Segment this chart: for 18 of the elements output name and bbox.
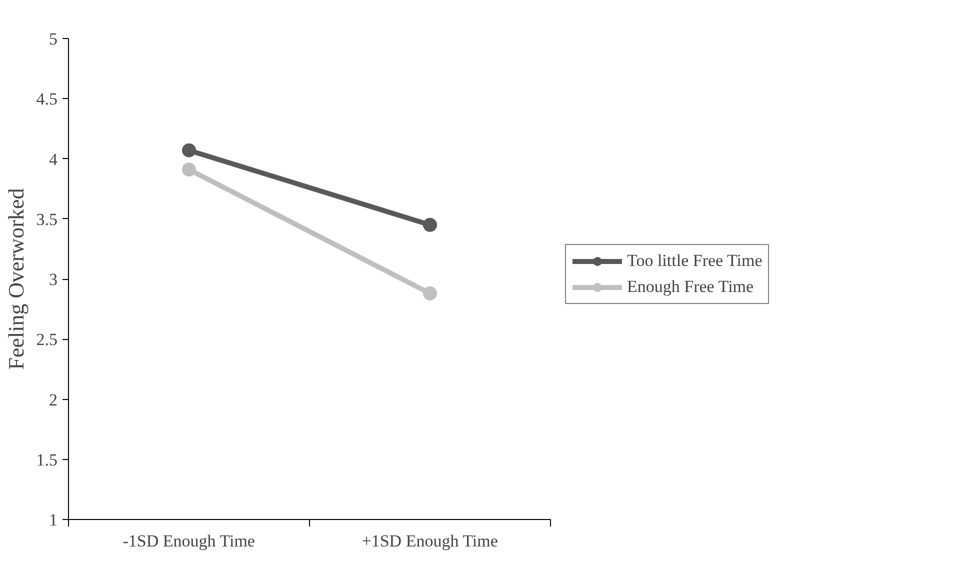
y-tick-label: 5 <box>49 30 58 48</box>
legend-label: Enough Free Time <box>627 277 754 297</box>
y-tick-label: 1.5 <box>36 450 58 470</box>
x-tick-label: +1SD Enough Time <box>362 532 498 550</box>
y-tick-label: 1 <box>49 510 58 530</box>
point <box>423 218 437 232</box>
y-tick-label: 2 <box>49 390 58 410</box>
y-tick-label: 2.5 <box>36 330 58 350</box>
y-tick-label: 3.5 <box>36 210 58 229</box>
y-tick-label: 4.5 <box>36 90 58 109</box>
x-tick-label: -1SD Enough Time <box>122 532 255 550</box>
y-tick-label: 3 <box>49 270 58 289</box>
point <box>182 143 196 158</box>
y-tick-label: 4 <box>49 150 58 169</box>
y-axis-title: Feeling Overworked <box>3 188 28 370</box>
legend-label: Too little Free Time <box>627 251 762 271</box>
point <box>182 162 196 177</box>
point <box>423 286 437 300</box>
